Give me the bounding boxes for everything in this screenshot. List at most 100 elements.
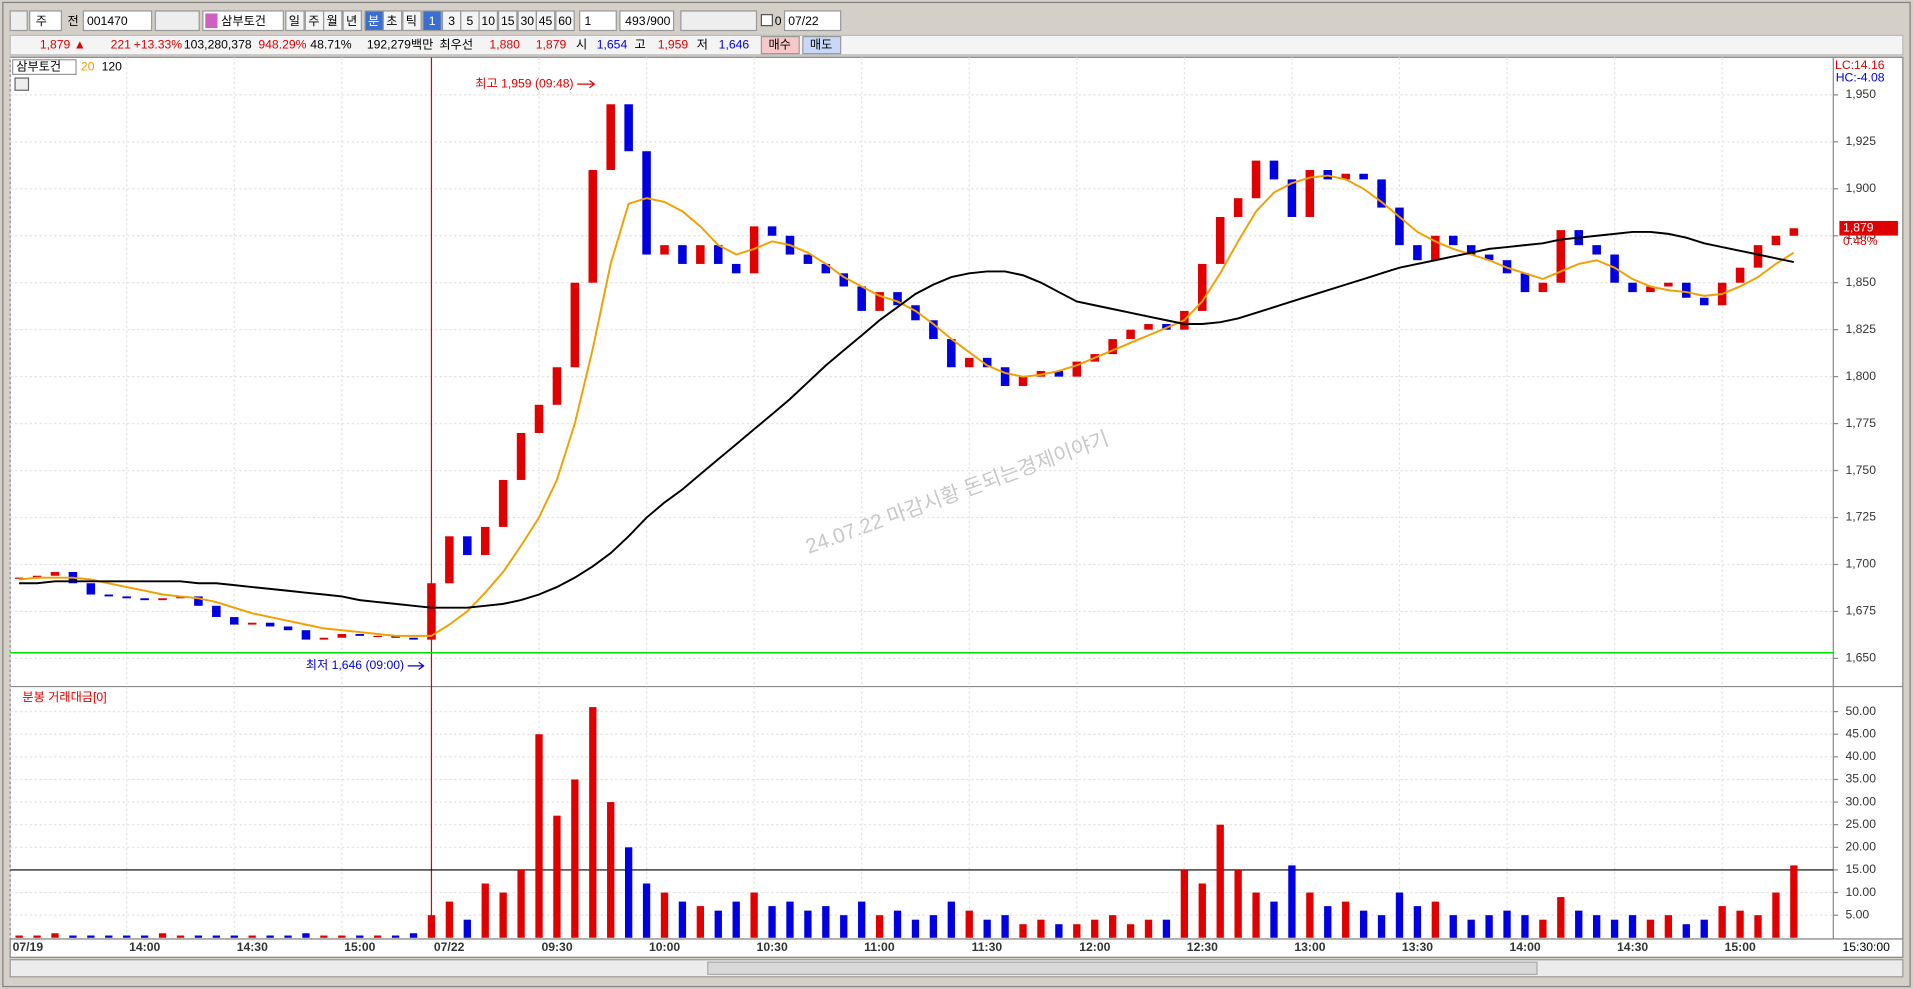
period-button[interactable] xyxy=(382,10,403,32)
moving-average xyxy=(19,230,1794,609)
scroll-thumb[interactable] xyxy=(707,961,1538,975)
candle xyxy=(32,575,42,578)
period-button[interactable] xyxy=(402,10,422,32)
period-label: 틱 xyxy=(406,14,417,28)
volume-bar xyxy=(1073,924,1081,938)
candle xyxy=(1771,235,1781,246)
candle xyxy=(265,622,275,627)
volume-bar xyxy=(1144,919,1153,938)
low-label: 저 xyxy=(697,37,708,51)
volume-bar xyxy=(1270,901,1278,938)
candle xyxy=(570,282,580,368)
search-buttons[interactable] xyxy=(154,10,200,32)
volume-bar xyxy=(732,901,740,938)
candle xyxy=(964,357,974,368)
period-label: 초 xyxy=(386,14,397,28)
volume-bar xyxy=(1521,915,1529,938)
volume-bar xyxy=(1467,919,1475,938)
open: 1,654 xyxy=(597,37,628,51)
interval-button[interactable] xyxy=(555,10,575,32)
candle xyxy=(1753,245,1763,268)
volume-bar xyxy=(660,892,669,938)
count-box[interactable] xyxy=(619,10,675,32)
y-tick-label: 1,850 xyxy=(1846,275,1877,289)
y-tick-label: 1,650 xyxy=(1846,651,1877,665)
candle xyxy=(929,320,938,340)
name-box[interactable] xyxy=(202,10,284,32)
volume-bar xyxy=(517,869,525,938)
volume-bar xyxy=(858,901,866,938)
rate: 48.71% xyxy=(310,37,351,51)
volume-bar xyxy=(1001,915,1009,938)
candle xyxy=(1305,170,1315,217)
y-tick-label: 1,775 xyxy=(1846,416,1877,430)
candle xyxy=(194,596,203,606)
candle xyxy=(373,635,382,638)
volume-bar xyxy=(1754,915,1762,938)
candle xyxy=(1789,228,1799,236)
interval-select[interactable] xyxy=(579,10,617,32)
volume-bar xyxy=(212,935,220,938)
code-input[interactable] xyxy=(82,10,153,32)
buy-button[interactable] xyxy=(760,35,800,55)
candle xyxy=(1556,230,1566,283)
volume-bar xyxy=(33,935,41,938)
candle xyxy=(911,305,920,321)
x-tick-label: 10:30 xyxy=(757,940,788,954)
candle xyxy=(104,594,114,597)
volume-bar xyxy=(248,935,256,938)
icon[interactable] xyxy=(9,10,28,32)
sell-label: 매도 xyxy=(810,37,832,51)
candle xyxy=(212,605,221,618)
y-tick-label: 1,725 xyxy=(1846,510,1877,524)
x-tick-label: 15:00 xyxy=(344,940,375,954)
volume-bar xyxy=(123,935,131,938)
period-button[interactable] xyxy=(285,10,305,32)
x-tick-label: 15:00 xyxy=(1725,940,1756,954)
tool-buttons[interactable] xyxy=(680,10,758,32)
interval-label: 30 xyxy=(520,14,534,28)
volume-bar xyxy=(696,906,705,938)
candle xyxy=(857,286,866,311)
market-select[interactable] xyxy=(29,10,63,32)
annotation-arrow xyxy=(407,661,425,670)
legend-entry: 20 xyxy=(81,59,95,73)
volume-bar xyxy=(445,901,454,938)
candle xyxy=(624,104,633,152)
y-tick-label: 1,825 xyxy=(1846,322,1877,336)
interval-button[interactable] xyxy=(478,10,498,32)
candle xyxy=(158,598,167,601)
candle xyxy=(301,630,311,640)
interval-button[interactable] xyxy=(535,10,556,32)
volume-bar xyxy=(1772,892,1780,938)
sell-button[interactable] xyxy=(802,35,842,55)
date: 07/22 xyxy=(788,14,819,28)
last-change: 0.48% xyxy=(1843,234,1878,248)
checkbox[interactable] xyxy=(760,14,773,27)
candle xyxy=(283,626,293,631)
date-box[interactable] xyxy=(783,10,842,32)
legend-title: 삼부토건 xyxy=(16,59,61,73)
volume-bar xyxy=(1055,924,1063,938)
interval-label: 5 xyxy=(467,14,474,28)
candle xyxy=(122,596,131,599)
period-button[interactable] xyxy=(322,10,343,32)
volume-bar xyxy=(1682,924,1690,938)
high-label: 고 xyxy=(635,37,646,51)
candle xyxy=(463,536,472,556)
candle xyxy=(355,633,365,636)
candle xyxy=(337,633,347,638)
y-tick-label: 10.00 xyxy=(1846,885,1877,899)
candle xyxy=(86,583,96,595)
candle xyxy=(14,577,24,579)
interval-button[interactable] xyxy=(422,10,442,32)
candle xyxy=(1484,254,1494,261)
candle xyxy=(1466,245,1476,255)
x-tick-label: 14:30 xyxy=(237,940,268,954)
mode: 전 xyxy=(67,14,78,28)
x-tick-label: 14:00 xyxy=(1509,940,1540,954)
interval-button[interactable] xyxy=(497,10,518,32)
period-button[interactable] xyxy=(342,10,363,32)
